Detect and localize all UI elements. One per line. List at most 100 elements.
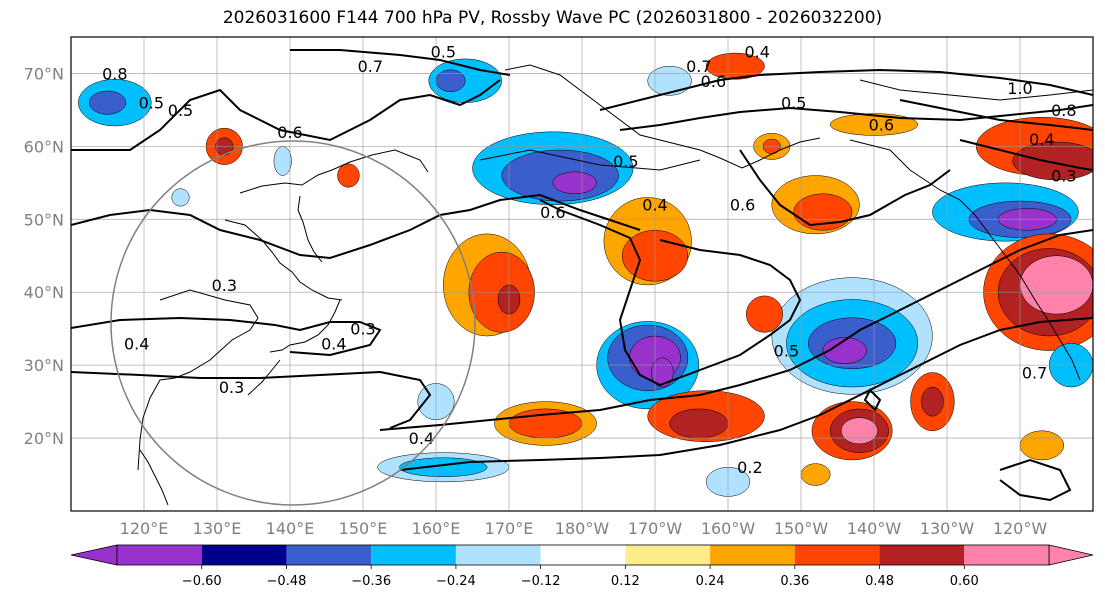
colorbar-swatch bbox=[455, 545, 541, 565]
colorbar-frame bbox=[116, 544, 1050, 566]
colorbar-tick-label: 0.24 bbox=[696, 574, 725, 589]
pv-anomaly-region bbox=[793, 193, 853, 231]
pv-anomaly-region bbox=[840, 417, 878, 445]
pv-contours bbox=[71, 49, 1093, 502]
contour-label: 0.5 bbox=[168, 101, 193, 120]
contour-label: 0.4 bbox=[642, 196, 667, 215]
pv-anomaly-region bbox=[746, 295, 783, 333]
longitude-label: 160°E bbox=[412, 519, 461, 538]
colorbar-swatch bbox=[879, 545, 965, 565]
colorbar-swatch bbox=[117, 545, 202, 565]
contour-line-0.3-a bbox=[71, 316, 382, 357]
contour-label: 0.4 bbox=[409, 429, 434, 448]
coastline-sakhalin bbox=[297, 195, 323, 263]
pv-anomaly-region bbox=[552, 171, 597, 195]
colorbar-tick-label: 0.12 bbox=[611, 574, 640, 589]
colorbar-extend-low bbox=[70, 544, 118, 566]
contour-label: 0.3 bbox=[350, 320, 375, 339]
contour-label: 0.4 bbox=[321, 334, 346, 353]
latitude-label: 70°N bbox=[24, 64, 64, 83]
coastline-ryukyu bbox=[247, 359, 281, 396]
coastline-north-america-west bbox=[849, 139, 1081, 381]
colorbar-tick-label: 0.60 bbox=[950, 574, 979, 589]
colorbar-swatch bbox=[625, 545, 711, 565]
contour-line-0.3-b bbox=[71, 370, 432, 429]
contour-label: 0.4 bbox=[1029, 130, 1054, 149]
contour-line-0.7-north bbox=[290, 49, 511, 76]
colorbar-extend-high bbox=[1048, 544, 1094, 566]
pv-anomaly-region bbox=[669, 408, 729, 439]
contour-label: 0.8 bbox=[1051, 101, 1076, 120]
longitude-label: 130°W bbox=[920, 519, 975, 538]
contour-line-small-loop bbox=[863, 388, 882, 412]
contour-label: 0.5 bbox=[139, 94, 164, 113]
contour-labels: 0.80.5 0.50.70.50.60.70.60.40.50.61.00.80… bbox=[102, 43, 1076, 478]
contour-label: 0.6 bbox=[730, 196, 755, 215]
longitude-labels: 120°E 130°E 140°E 150°E 160°E 170°E 180°W 170°W… bbox=[120, 519, 1048, 538]
coastline-japan bbox=[269, 299, 341, 353]
latitude-label: 20°N bbox=[24, 429, 64, 448]
latitude-label: 60°N bbox=[24, 137, 64, 156]
pv-anomaly-region bbox=[89, 90, 126, 115]
latitude-labels: 70°N 60°N 50°N 40°N 30°N 20°N bbox=[24, 64, 64, 448]
longitude-label: 150°E bbox=[339, 519, 388, 538]
colorbar-tick-label: −0.24 bbox=[436, 574, 476, 589]
longitude-label: 180°W bbox=[555, 519, 610, 538]
contour-line-closed-south-east bbox=[999, 458, 1072, 502]
colorbar-tick-label: −0.60 bbox=[182, 574, 222, 589]
colorbar-tick-label: 0.36 bbox=[780, 574, 809, 589]
pv-anomaly-region bbox=[1019, 430, 1065, 461]
contour-label: 0.2 bbox=[737, 458, 762, 477]
contour-label: 0.6 bbox=[869, 116, 894, 135]
longitude-label: 170°E bbox=[485, 519, 534, 538]
contour-line-0.4-north-east bbox=[899, 99, 1093, 131]
colorbar-tick-label: −0.12 bbox=[521, 574, 561, 589]
contour-label: 0.5 bbox=[781, 94, 806, 113]
coastlines bbox=[137, 64, 1093, 506]
reference-circle bbox=[110, 140, 476, 506]
pv-anomaly-region bbox=[1012, 141, 1093, 181]
contour-label: 0.3 bbox=[219, 378, 244, 397]
contour-label: 0.8 bbox=[102, 64, 127, 83]
pv-anomaly-region bbox=[337, 163, 360, 188]
colorbar-tick-label: 0.48 bbox=[865, 574, 894, 589]
longitude-label: 150°W bbox=[774, 519, 829, 538]
contour-line-0.6-gulf bbox=[739, 149, 951, 227]
pv-anomaly-region bbox=[171, 188, 190, 207]
colorbar-swatch bbox=[286, 545, 372, 565]
gridlines bbox=[71, 37, 1093, 511]
contour-line-0.5-north bbox=[619, 104, 1093, 131]
contour-label: 1.0 bbox=[1007, 79, 1032, 98]
contour-line-0.5-trough bbox=[539, 199, 802, 387]
latitude-label: 40°N bbox=[24, 283, 64, 302]
plot-frame bbox=[70, 36, 1094, 512]
contour-label: 0.4 bbox=[124, 334, 149, 353]
longitude-label: 130°E bbox=[193, 519, 242, 538]
coastline-philippines bbox=[139, 449, 169, 506]
colorbar-tick-label: −0.36 bbox=[351, 574, 391, 589]
coastline-siberia bbox=[239, 149, 429, 194]
colorbar-ticks: −0.60 −0.48 −0.36 −0.24 −0.12 0.12 0.24 0.36 0.4… bbox=[182, 565, 979, 589]
contour-line-0.6-north bbox=[599, 68, 1093, 111]
contour-label: 0.3 bbox=[1051, 167, 1076, 186]
coastline-aleutians bbox=[479, 149, 701, 171]
colorbar: −0.60 −0.48 −0.36 −0.24 −0.12 0.12 0.24 0.36 0.4… bbox=[70, 544, 1094, 589]
pv-anomaly-region bbox=[921, 386, 944, 417]
contour-line-0.3-north-east bbox=[959, 139, 1093, 171]
contour-label: 0.6 bbox=[277, 123, 302, 142]
colorbar-swatch bbox=[794, 545, 880, 565]
contour-line-0.4-mid bbox=[71, 193, 641, 260]
colorbar-swatch bbox=[371, 545, 456, 565]
coastline-arctic bbox=[859, 79, 1093, 101]
colorbar-swatch bbox=[201, 545, 287, 565]
longitude-label: 120°W bbox=[993, 519, 1048, 538]
contour-label: 0.5 bbox=[431, 43, 456, 62]
contour-line-0.2-south bbox=[399, 317, 1093, 471]
colorbar-swatch bbox=[540, 545, 626, 565]
longitude-label: 120°E bbox=[120, 519, 169, 538]
latitude-label: 50°N bbox=[24, 210, 64, 229]
map-title: 2026031600 F144 700 hPa PV, Rossby Wave … bbox=[222, 8, 883, 28]
coastline-china-east bbox=[224, 219, 343, 301]
contour-label: 0.6 bbox=[701, 72, 726, 91]
